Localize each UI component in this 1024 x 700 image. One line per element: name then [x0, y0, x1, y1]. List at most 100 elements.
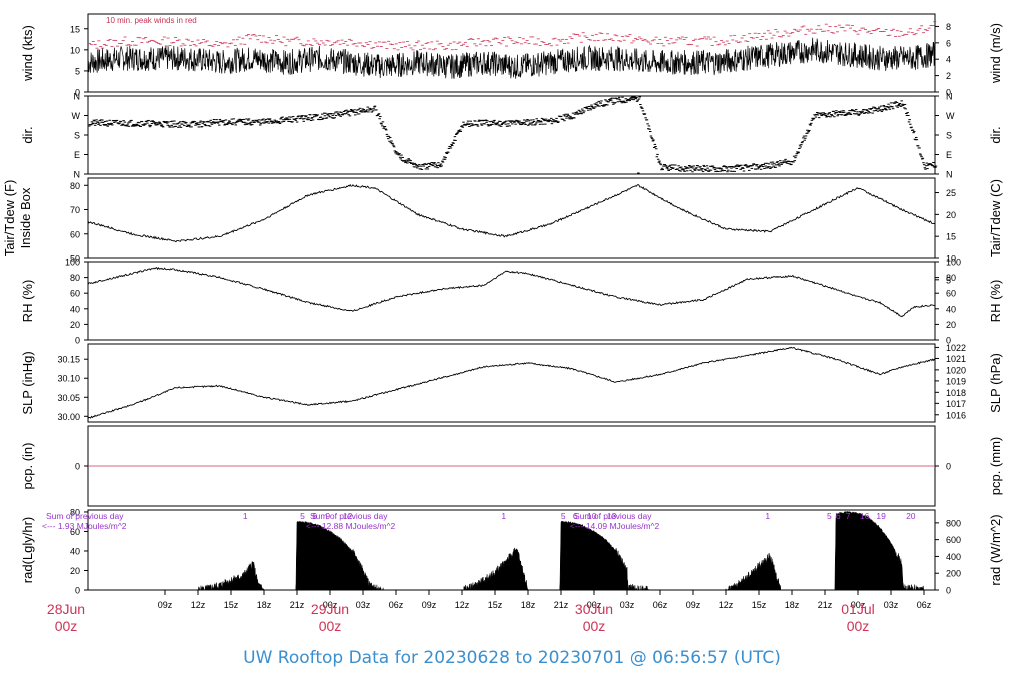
left-tick-label-rad: 40 [70, 546, 80, 556]
left-tick-label-wind: 10 [70, 45, 80, 55]
right-tick-label-rad: 800 [946, 518, 961, 528]
ylabel-left-slp: SLP (inHg) [20, 351, 35, 414]
x-tick-label: 09z [686, 600, 701, 610]
x-tick-label: 15z [488, 600, 503, 610]
x-tick-label: 00z [587, 600, 602, 610]
left-tick-label-rad: 60 [70, 527, 80, 537]
right-tick-label-wind: 8 [946, 22, 951, 32]
rad-hour-mark: 6 [836, 511, 841, 521]
x-tick-label: 09z [422, 600, 437, 610]
rad-hour-mark: 20 [906, 511, 916, 521]
panel-frame-wind [87, 13, 936, 93]
rad-hour-mark: 1 [765, 511, 770, 521]
right-tick-label-rad: 0 [946, 586, 951, 596]
left-tick-label-rh: 100 [65, 258, 80, 268]
ylabel-right-slp: SLP (hPa) [988, 353, 1003, 413]
rad-hour-mark: 1 [501, 511, 506, 521]
wind-speed-line [87, 37, 935, 79]
right-tick-label-wind: 0 [946, 88, 951, 98]
ylabel-left-pcp: pcp. (in) [20, 443, 35, 490]
left-tick-label-slp: 30.05 [57, 393, 80, 403]
x-tick-label: 00z [323, 600, 338, 610]
right-tick-label-temp: 20 [946, 210, 956, 220]
right-tick-label-temp: 15 [946, 232, 956, 242]
ylabel-left-rad: rad(Lgly/hr) [20, 517, 35, 583]
date-label-day: 01Jul [841, 601, 874, 617]
date-label-hour: 00z [319, 618, 342, 634]
left-tick-label-dir: W [72, 111, 81, 121]
rad-note-label: Sum of previous day [310, 511, 388, 521]
right-tick-label-wind: 6 [946, 38, 951, 48]
panel-frame-dir [87, 95, 936, 175]
right-tick-label-rh: 60 [946, 289, 956, 299]
date-label-hour: 00z [847, 618, 870, 634]
left-tick-label-temp: 50 [70, 254, 80, 264]
peak-wind-annotation: 10 min. peak winds in red [106, 16, 197, 25]
x-tick-label: 15z [224, 600, 239, 610]
left-tick-label-rad: 80 [70, 507, 80, 517]
rad-note-label: Sum of previous day [46, 511, 124, 521]
footer-start: 20230628 [423, 648, 510, 668]
x-tick-label: 18z [785, 600, 800, 610]
ylabel-left-rh: RH (%) [20, 280, 35, 323]
left-tick-label-rh: 0 [75, 336, 80, 346]
left-tick-label-rh: 20 [70, 320, 80, 330]
right-tick-label-temp: 10 [946, 254, 956, 264]
rad-hour-mark: 13 [607, 511, 617, 521]
right-tick-label-slp: 1022 [946, 343, 966, 353]
right-tick-label-slp: 1017 [946, 399, 966, 409]
ylabel-right-rh: RH (%) [988, 280, 1003, 323]
ylabel-right-dir: dir. [988, 126, 1003, 143]
radiation-area [198, 510, 924, 591]
right-tick-label-dir: W [946, 111, 955, 121]
x-tick-label: 09z [158, 600, 173, 610]
x-tick-label: 18z [257, 600, 272, 610]
x-tick-label: 12z [719, 600, 734, 610]
right-tick-label-rh: 0 [946, 336, 951, 346]
left-tick-label-temp: 60 [70, 229, 80, 239]
ylabel-right-temp: Tair/Tdew (C) [988, 179, 1003, 257]
rad-hour-mark: 5 [561, 511, 566, 521]
x-tick-label: 06z [653, 600, 668, 610]
footer-to: to [515, 648, 533, 668]
x-tick-label: 03z [884, 600, 899, 610]
x-tick-label: 21z [818, 600, 833, 610]
right-tick-label-rad: 400 [946, 552, 961, 562]
left-tick-label-dir: S [74, 131, 80, 141]
x-tick-label: 03z [356, 600, 371, 610]
panel-frame-rh [87, 261, 936, 341]
x-tick-label: 21z [290, 600, 305, 610]
rad-hour-mark: 7 [846, 511, 851, 521]
left-tick-label-pcp: 0 [75, 462, 80, 472]
date-label-hour: 00z [583, 618, 606, 634]
ylabel-right-pcp: pcp. (mm) [988, 437, 1003, 496]
left-tick-label-rh: 40 [70, 304, 80, 314]
date-label-day: 30Jun [575, 601, 613, 617]
footer-end: 20230701 @ 06:56:57 [537, 648, 729, 668]
date-label-day: 28Jun [47, 601, 85, 617]
panel-frame-slp [87, 343, 936, 423]
footer-prefix: UW Rooftop Data for [243, 648, 418, 668]
rad-hour-mark: 5 [300, 511, 305, 521]
right-tick-label-dir: S [946, 131, 952, 141]
rad-hour-mark: 12 [343, 511, 353, 521]
right-tick-label-slp: 1018 [946, 388, 966, 398]
panel-frame-temp [87, 177, 936, 259]
left-tick-label-slp: 30.15 [57, 355, 80, 365]
right-tick-label-dir: N [946, 170, 953, 180]
left-tick-label-rh: 60 [70, 289, 80, 299]
ylabel-right-wind: wind (m/s) [988, 23, 1003, 84]
slp-line [87, 346, 935, 419]
left-tick-label-rad: 20 [70, 566, 80, 576]
right-tick-label-slp: 1016 [946, 410, 966, 420]
right-tick-label-rh: 40 [946, 304, 956, 314]
date-label-day: 29Jun [311, 601, 349, 617]
left-tick-label-slp: 30.10 [57, 374, 80, 384]
x-tick-label: 12z [455, 600, 470, 610]
left-tick-label-dir: N [74, 92, 81, 102]
right-tick-label-pcp: 0 [946, 462, 951, 472]
right-tick-label-temp: 25 [946, 188, 956, 198]
right-tick-label-dir: E [946, 150, 952, 160]
right-tick-label-slp: 1019 [946, 376, 966, 386]
